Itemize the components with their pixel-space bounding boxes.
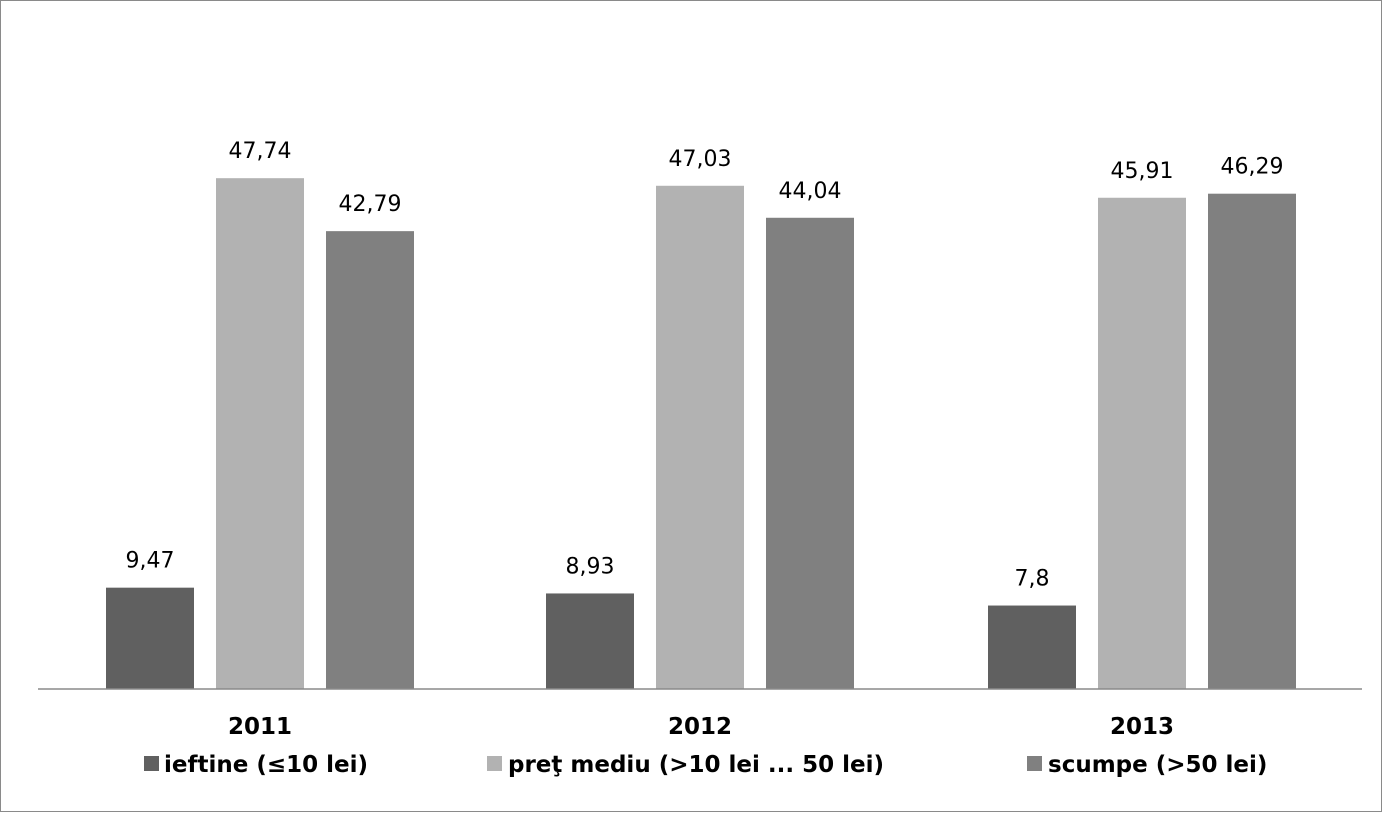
bar-2011-series-1 xyxy=(106,587,194,689)
value-label-2013-series-2: 45,91 xyxy=(1111,159,1174,184)
legend-label-series-3: scumpe (>50 lei) xyxy=(1048,752,1267,778)
bar-2012-series-2 xyxy=(656,185,744,690)
legend-swatch-series-3 xyxy=(1027,756,1042,771)
value-label-2012-series-3: 44,04 xyxy=(779,179,842,204)
value-label-2013-series-3: 46,29 xyxy=(1221,155,1284,180)
category-labels-group: 2011 2012 2013 xyxy=(228,714,1174,740)
bar-2012-series-3 xyxy=(766,217,854,689)
bar-2011-series-2 xyxy=(216,178,304,689)
value-label-2012-series-1: 8,93 xyxy=(566,554,615,579)
bar-2011-series-3 xyxy=(326,231,414,689)
value-label-2013-series-1: 7,8 xyxy=(1015,567,1050,592)
legend-swatch-series-1 xyxy=(144,756,159,771)
value-label-2011-series-2: 47,74 xyxy=(229,139,292,164)
bar-2012-series-1 xyxy=(546,593,634,689)
category-label-2011: 2011 xyxy=(228,714,292,740)
bar-2013-series-3 xyxy=(1208,193,1296,689)
value-label-2012-series-2: 47,03 xyxy=(669,147,732,172)
legend-label-series-2: preţ mediu (>10 lei ... 50 lei) xyxy=(508,752,884,778)
category-label-2012: 2012 xyxy=(668,714,732,740)
value-labels-group: 9,47 47,74 42,79 8,93 47,03 44,04 7,8 45,91 46,2… xyxy=(126,139,1284,591)
bars-group xyxy=(106,178,1296,690)
value-label-2011-series-1: 9,47 xyxy=(126,549,175,574)
bar-2013-series-1 xyxy=(988,605,1076,689)
legend: ieftine (≤10 lei) preţ mediu (>10 lei ...… xyxy=(144,752,1267,778)
legend-swatch-series-2 xyxy=(487,756,502,771)
bar-2013-series-2 xyxy=(1098,197,1186,689)
legend-label-series-1: ieftine (≤10 lei) xyxy=(164,752,368,778)
category-label-2013: 2013 xyxy=(1110,714,1174,740)
value-label-2011-series-3: 42,79 xyxy=(339,192,402,217)
